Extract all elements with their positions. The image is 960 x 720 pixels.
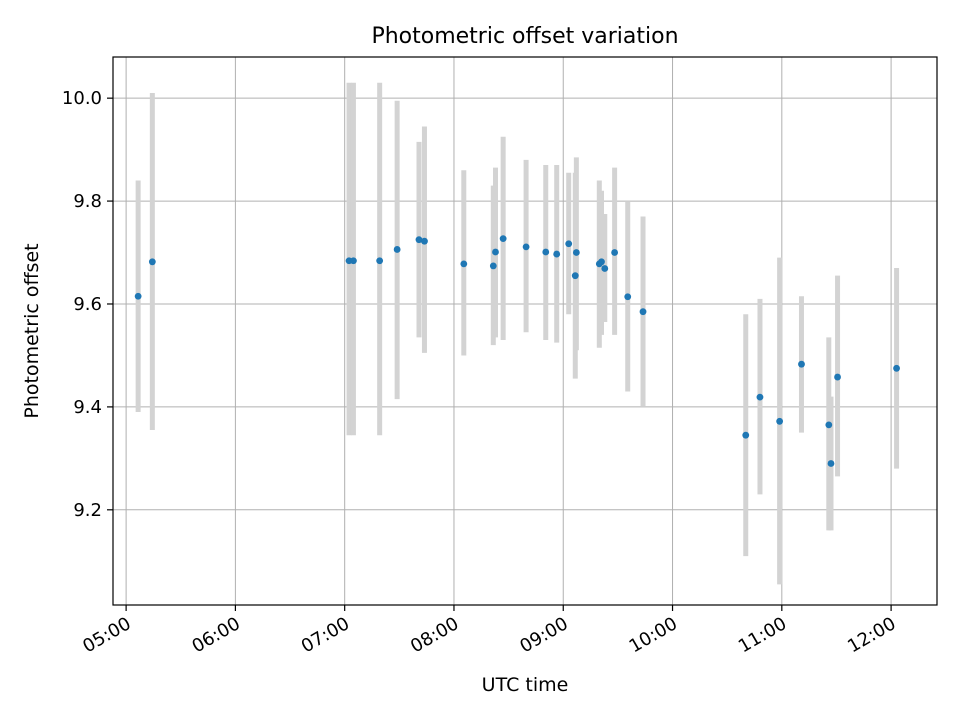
y-tick-label: 10.0	[62, 88, 102, 109]
data-point	[601, 265, 609, 272]
data-point	[376, 257, 384, 265]
chart-title: Photometric offset variation	[371, 24, 678, 49]
data-point	[611, 249, 619, 256]
y-tick-label: 9.4	[73, 397, 102, 418]
data-point	[492, 248, 499, 256]
data-point	[742, 431, 750, 439]
y-axis-ticks: 9.2 9.4 9.6 9.8 10.0	[62, 88, 113, 521]
y-tick-label: 9.2	[73, 500, 102, 521]
data-point	[393, 246, 401, 253]
data-point	[489, 262, 497, 270]
data-point	[134, 292, 142, 300]
data-point	[460, 260, 468, 268]
data-point	[825, 421, 833, 429]
data-point	[639, 308, 647, 316]
data-point	[827, 460, 835, 467]
y-axis-label: Photometric offset	[21, 243, 43, 418]
data-point	[421, 237, 428, 245]
data-point	[350, 257, 357, 265]
data-point	[756, 393, 764, 401]
data-point	[571, 272, 579, 280]
data-point	[415, 236, 423, 244]
data-point	[499, 235, 507, 243]
plot-frame	[112, 56, 938, 606]
data-point	[834, 373, 841, 381]
y-tick-label: 9.6	[73, 294, 102, 315]
data-point	[776, 417, 784, 425]
y-tick-label: 9.8	[73, 191, 102, 212]
data-point	[893, 364, 900, 372]
data-point	[148, 258, 156, 266]
data-point	[624, 293, 632, 301]
data-point	[572, 249, 580, 256]
data-point	[522, 243, 530, 251]
data-point	[798, 360, 805, 368]
data-points	[134, 235, 900, 467]
x-axis-label: UTC time	[482, 674, 569, 696]
data-point	[598, 258, 605, 266]
data-point	[565, 240, 573, 248]
data-point	[542, 248, 550, 256]
data-point	[553, 250, 561, 258]
